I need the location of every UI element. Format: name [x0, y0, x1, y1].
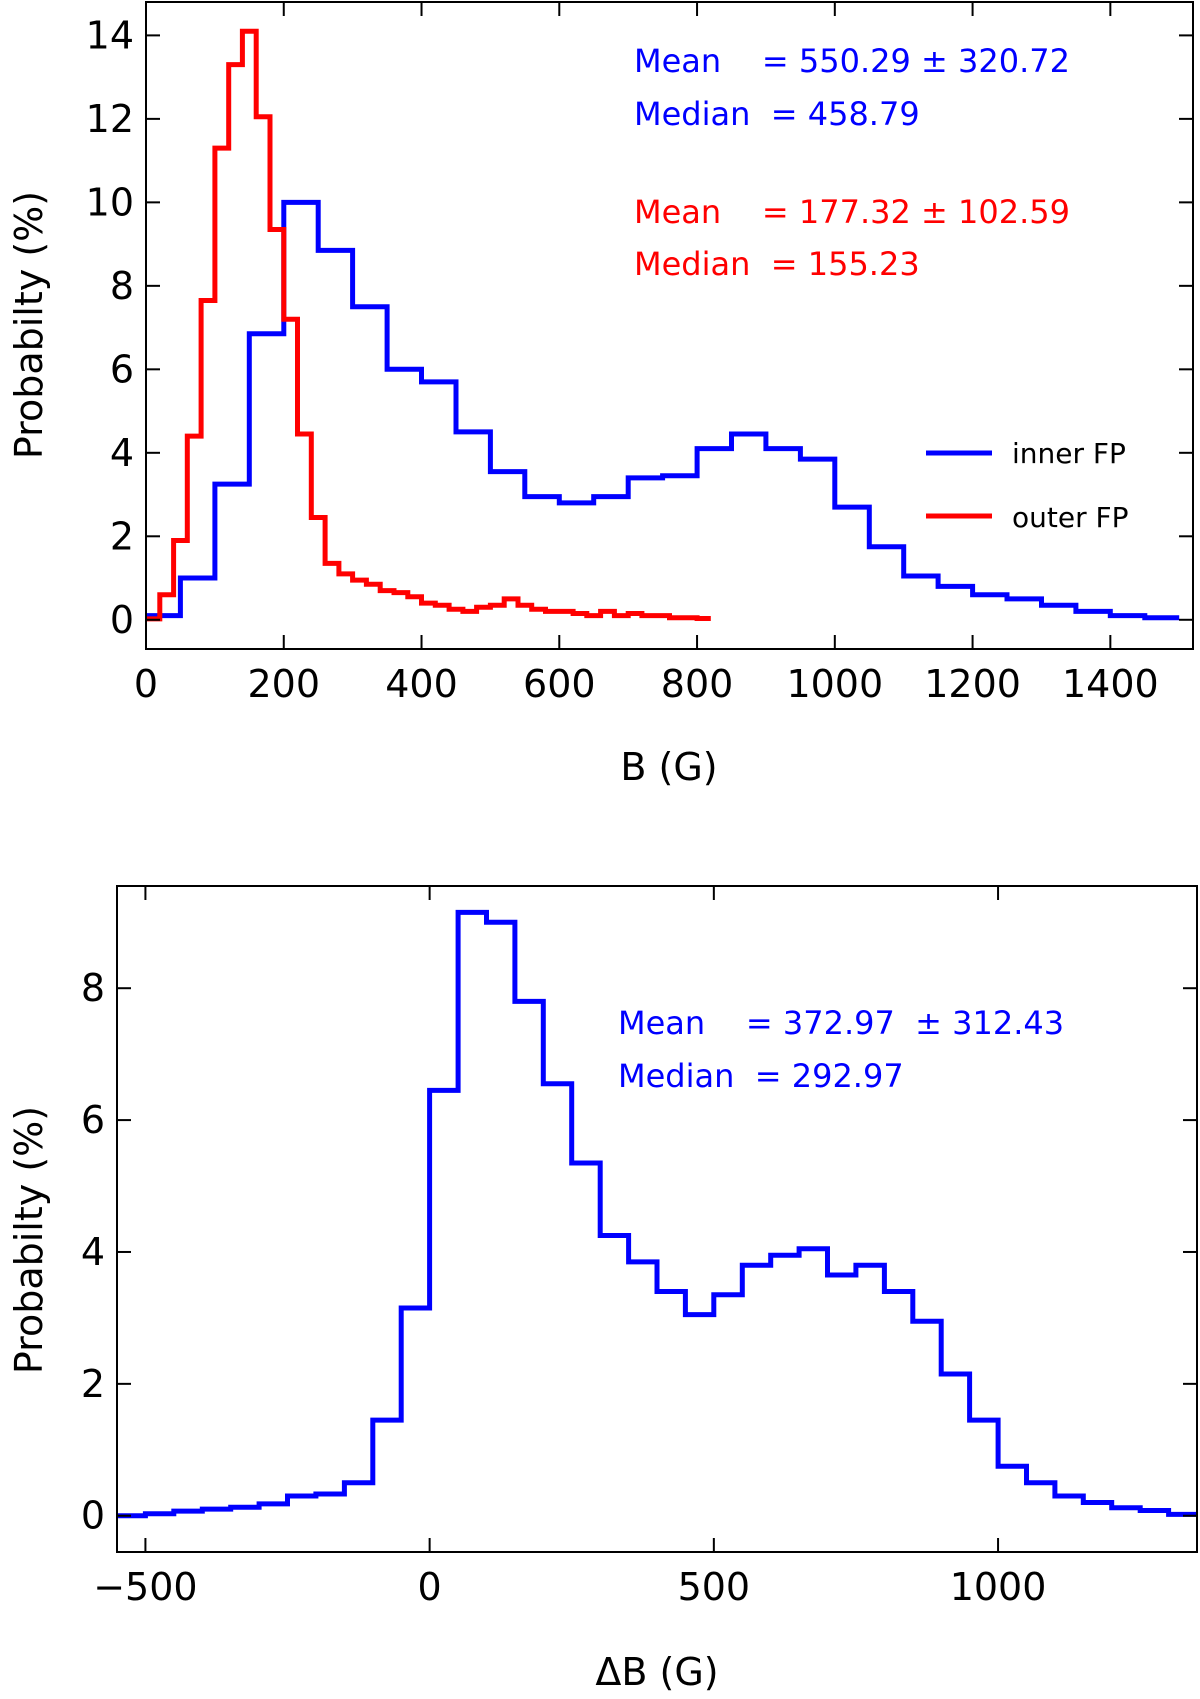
top-x-tick-label: 1000	[786, 662, 883, 706]
top-x-tick-label: 1200	[924, 662, 1021, 706]
bottom-plot-series	[117, 909, 1197, 1519]
bottom-median-annotation: Median = 292.97	[618, 1057, 904, 1095]
bottom-ticks: −500 0 500 1000 0 2 4 6 8	[81, 886, 1197, 1609]
bottom-series-0-line	[117, 909, 1197, 1519]
top-panel: 0 200 400 600 800 1000 1200 1400 0 2 4 6 8 10 12 14 B (…	[7, 1, 1194, 789]
bottom-y-tick-label: 6	[81, 1098, 105, 1142]
top-x-axis-label: B (G)	[620, 745, 717, 789]
top-y-tick-label: 12	[86, 97, 134, 141]
top-x-tick-label: 800	[661, 662, 734, 706]
legend-inner-fp-label: inner FP	[1012, 437, 1126, 470]
top-y-axis-label: Probabilty (%)	[7, 191, 51, 459]
bottom-x-tick-label: 1000	[950, 1565, 1047, 1609]
top-inner-mean-annotation: Mean = 550.29 ± 320.72	[634, 42, 1070, 80]
top-y-tick-label: 6	[110, 347, 134, 391]
top-y-tick-label: 8	[110, 264, 134, 308]
top-series-outer-fp-line	[146, 28, 711, 622]
top-x-tick-label: 1400	[1062, 662, 1159, 706]
top-series-inner-fp-line	[146, 199, 1180, 621]
top-y-tick-label: 14	[86, 13, 134, 57]
bottom-x-tick-label: 500	[678, 1565, 751, 1609]
top-x-tick-label: 600	[523, 662, 596, 706]
bottom-mean-annotation: Mean = 372.97 ± 312.43	[618, 1004, 1064, 1042]
top-x-tick-label: 400	[385, 662, 458, 706]
top-y-tick-label: 4	[110, 431, 134, 475]
top-outer-median-annotation: Median = 155.23	[634, 245, 920, 283]
bottom-y-tick-label: 8	[81, 966, 105, 1010]
bottom-y-tick-label: 4	[81, 1230, 105, 1274]
bottom-y-tick-label: 2	[81, 1362, 105, 1406]
top-y-tick-label: 10	[86, 180, 134, 224]
legend: inner FP outer FP	[926, 437, 1128, 534]
bottom-y-axis-label: Probabilty (%)	[7, 1106, 51, 1374]
bottom-x-axis-label: ΔB (G)	[595, 1650, 718, 1694]
legend-outer-fp-label: outer FP	[1012, 501, 1128, 534]
top-x-tick-label: 0	[134, 662, 158, 706]
bottom-plot-frame	[116, 885, 1198, 1553]
top-ticks: 0 200 400 600 800 1000 1200 1400 0 2 4 6 8 10 12 14	[86, 2, 1193, 706]
top-outer-mean-annotation: Mean = 177.32 ± 102.59	[634, 193, 1070, 231]
bottom-x-tick-label: 0	[418, 1565, 442, 1609]
top-x-tick-label: 200	[247, 662, 320, 706]
bottom-x-tick-label: −500	[93, 1565, 197, 1609]
top-y-tick-label: 2	[110, 514, 134, 558]
top-inner-median-annotation: Median = 458.79	[634, 95, 920, 133]
bottom-y-tick-label: 0	[81, 1494, 105, 1538]
top-plot-frame	[145, 1, 1194, 650]
top-plot-series	[146, 28, 1180, 622]
top-y-tick-label: 0	[110, 598, 134, 642]
